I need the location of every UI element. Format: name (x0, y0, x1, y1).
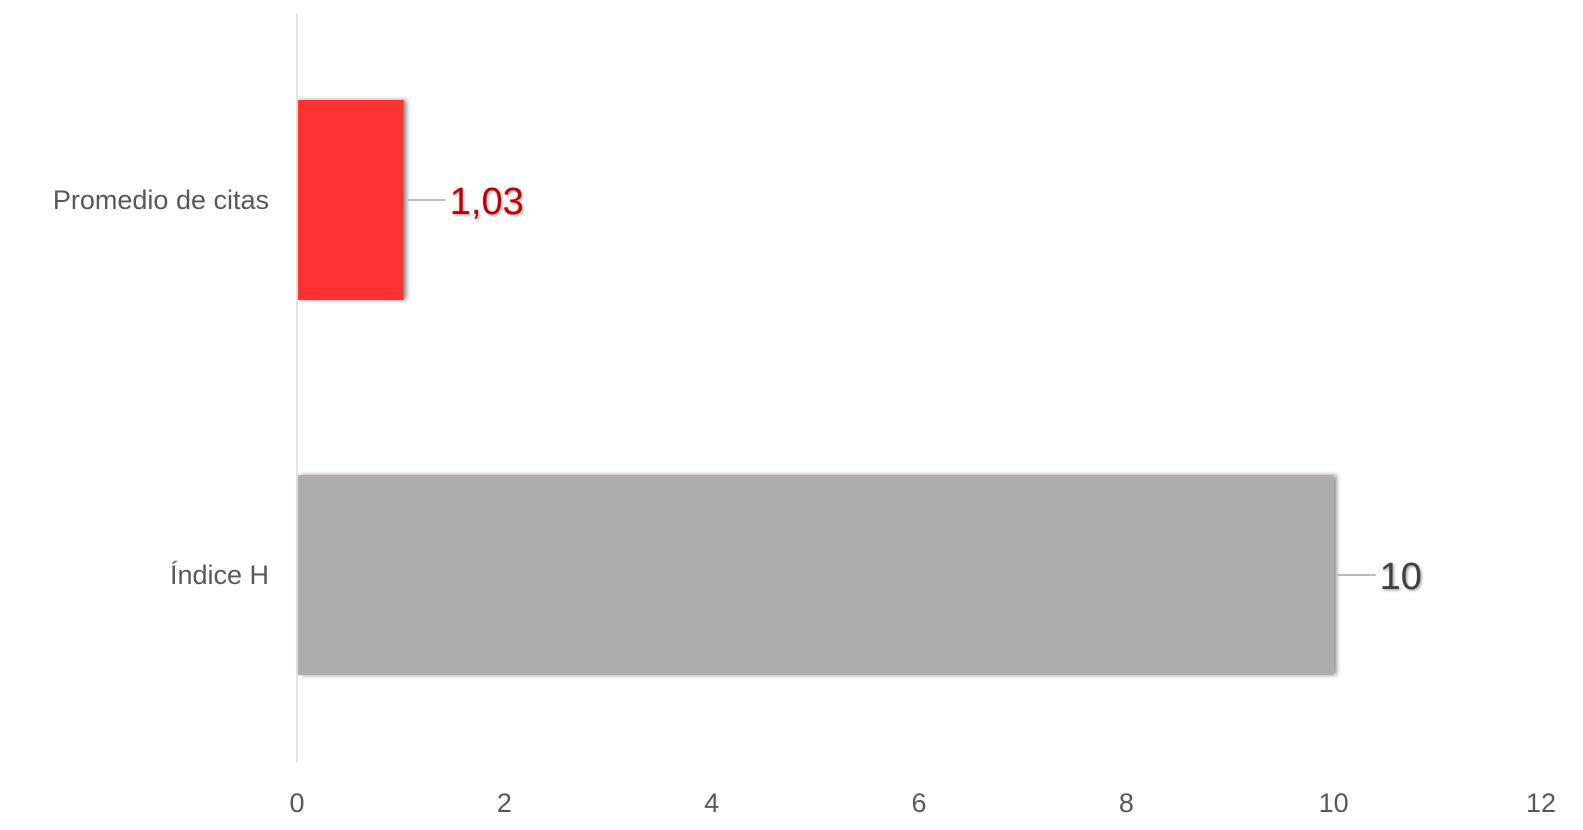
category-label-0: Promedio de citas (53, 185, 269, 215)
x-axis-ticks: 0 2 4 6 8 10 12 (289, 788, 1556, 818)
labels-layer: Promedio de citas 1,03 Índice H 10 (53, 181, 1422, 598)
x-tick-label-5: 10 (1319, 788, 1349, 818)
x-tick-label-2: 4 (704, 788, 719, 818)
x-tick-label-6: 12 (1526, 788, 1556, 818)
x-tick-label-4: 8 (1119, 788, 1134, 818)
bar-0 (298, 100, 404, 300)
x-tick-label-3: 6 (911, 788, 926, 818)
category-label-1: Índice H (170, 560, 269, 590)
x-tick-label-0: 0 (289, 788, 304, 818)
bars-layer (298, 100, 1334, 675)
bar-1 (298, 475, 1334, 675)
x-tick-label-1: 2 (497, 788, 512, 818)
data-label-0: 1,03 (450, 181, 524, 223)
data-label-1: 10 (1380, 556, 1422, 598)
